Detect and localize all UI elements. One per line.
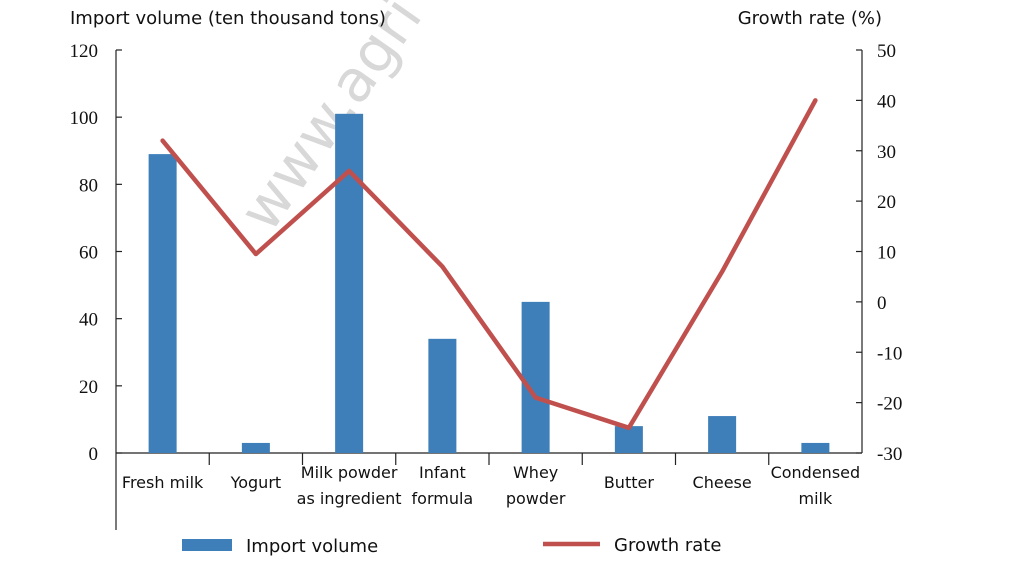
category-label: Condensed bbox=[771, 463, 861, 482]
bar-import-volume bbox=[708, 416, 737, 453]
bar-import-volume bbox=[428, 338, 457, 453]
line-growth-rate bbox=[160, 98, 818, 431]
left-tick-label: 0 bbox=[89, 444, 99, 465]
category-label: Cheese bbox=[693, 473, 752, 492]
bar-import-volume bbox=[614, 426, 643, 453]
point-growth-rate bbox=[441, 266, 443, 268]
category-label: Butter bbox=[604, 473, 655, 492]
left-tick-label: 20 bbox=[79, 377, 98, 398]
bar-import-volume bbox=[148, 154, 177, 453]
point-growth-rate bbox=[255, 253, 257, 255]
right-axis-title: Growth rate (%) bbox=[738, 8, 882, 29]
category-label: Whey bbox=[513, 463, 558, 482]
right-tick-label: 30 bbox=[877, 142, 896, 163]
legend-label-growth-rate: Growth rate bbox=[614, 535, 721, 556]
category-label: Infant bbox=[419, 463, 466, 482]
left-tick-label: 100 bbox=[70, 108, 99, 129]
right-tick-label: -20 bbox=[877, 394, 902, 415]
category-label: formula bbox=[412, 489, 474, 508]
left-tick-label: 40 bbox=[79, 310, 98, 331]
legend-label-import-volume: Import volume bbox=[246, 536, 378, 557]
right-tick-label: -10 bbox=[877, 343, 902, 364]
bar-import-volume bbox=[801, 442, 830, 453]
point-growth-rate bbox=[162, 140, 164, 142]
category-label: milk bbox=[799, 489, 833, 508]
right-tick-label: 40 bbox=[877, 91, 896, 112]
category-label: Fresh milk bbox=[122, 473, 204, 492]
point-growth-rate bbox=[348, 170, 350, 172]
bar-import-volume bbox=[241, 442, 270, 453]
point-growth-rate bbox=[628, 427, 630, 429]
category-label: as ingredient bbox=[297, 489, 402, 508]
watermark-text: www.agri bbox=[226, 0, 435, 243]
legend-swatch-import-volume bbox=[182, 539, 232, 551]
point-growth-rate bbox=[721, 271, 723, 273]
bar-import-volume bbox=[335, 113, 364, 453]
right-tick-label: 10 bbox=[877, 243, 896, 264]
point-growth-rate bbox=[814, 99, 816, 101]
category-label: powder bbox=[506, 489, 566, 508]
right-tick-label: 20 bbox=[877, 192, 896, 213]
point-growth-rate bbox=[535, 397, 537, 399]
category-label: Milk powder bbox=[301, 463, 398, 482]
category-label: Yogurt bbox=[230, 473, 282, 492]
bar-import-volume bbox=[521, 301, 550, 453]
left-tick-label: 80 bbox=[79, 175, 98, 196]
left-axis-title: Import volume (ten thousand tons) bbox=[70, 8, 386, 29]
left-tick-label: 120 bbox=[70, 41, 99, 62]
left-tick-label: 60 bbox=[79, 243, 98, 264]
right-tick-label: 0 bbox=[877, 293, 887, 314]
right-tick-label: 50 bbox=[877, 41, 896, 62]
right-tick-label: -30 bbox=[877, 444, 902, 465]
